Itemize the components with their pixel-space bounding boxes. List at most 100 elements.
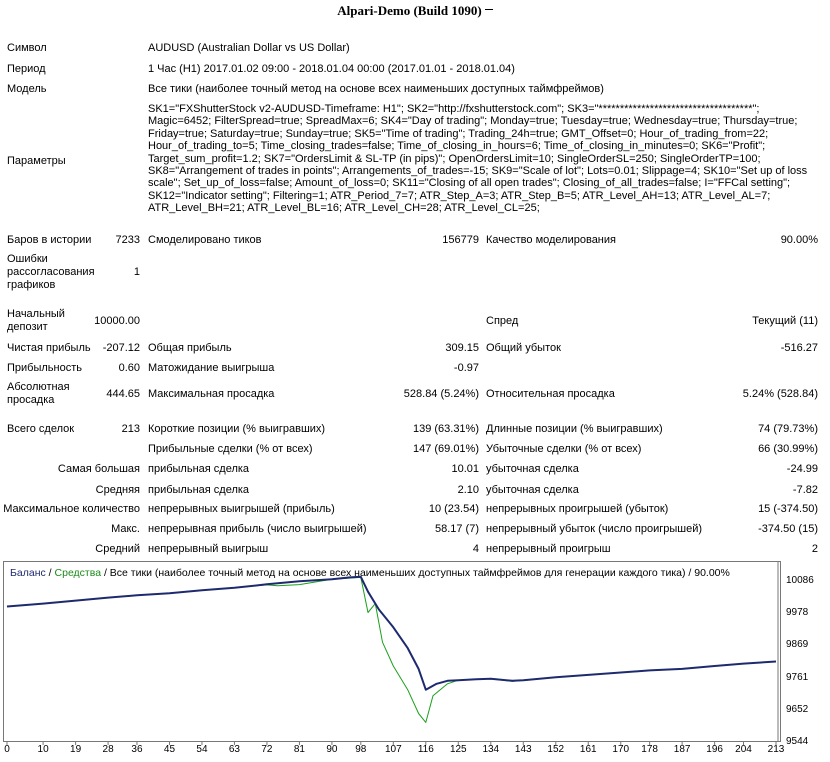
max-dd-label: Максимальная просадка — [148, 388, 275, 400]
spread-label: Спред — [486, 315, 519, 327]
params-label: Параметры — [7, 155, 66, 167]
period-value: 1 Час (H1) 2017.01.02 09:00 - 2018.01.04… — [148, 63, 515, 75]
total-trades-label: Всего сделок — [7, 423, 75, 435]
y-tick-label: 9652 — [786, 703, 809, 715]
max-consec-wins-value: 10 (23.54) — [428, 503, 479, 515]
legend-description: / Все тики (наиболее точный метод на осн… — [101, 567, 730, 579]
y-tick-label: 9978 — [786, 607, 809, 619]
legend-equity: Средства — [54, 567, 102, 579]
chart-legend: Баланс / Средства / Все тики (наиболее т… — [10, 567, 730, 579]
balance-chart-frame — [3, 561, 781, 742]
short-label: Короткие позиции (% выигравших) — [148, 423, 326, 435]
x-tick-label: 196 — [706, 744, 723, 755]
avg-consec-losses-value: 2 — [811, 543, 818, 555]
x-tick-label: 63 — [228, 744, 240, 755]
largest-label: Самая большая — [57, 463, 140, 475]
average-loss-label: убыточная сделка — [486, 484, 579, 496]
errors-value: 1 — [133, 266, 140, 278]
max-consec-loss-value: -374.50 (15) — [758, 523, 818, 535]
model-value: Все тики (наиболее точный метод на основ… — [148, 83, 604, 95]
long-label: Длинные позиции (% выигравших) — [486, 423, 663, 435]
errors-label: Ошибки рассогласования графиков — [7, 253, 95, 291]
x-tick-label: 54 — [196, 744, 208, 755]
x-tick-label: 187 — [673, 744, 691, 755]
profit-factor-label: Прибыльность — [7, 362, 82, 374]
x-tick-label: 213 — [767, 744, 785, 755]
x-tick-label: 125 — [449, 744, 467, 755]
quality-value: 90.00% — [780, 234, 818, 246]
gross-profit-label: Общая прибыль — [148, 342, 232, 354]
x-tick-label: 98 — [355, 744, 367, 755]
max-consec-losses-label: непрерывных проигрышей (убыток) — [486, 503, 669, 515]
x-tick-label: 19 — [70, 744, 82, 755]
average-loss-value: -7.82 — [792, 484, 818, 496]
expected-payoff-value: -0.97 — [453, 362, 479, 374]
avg-consec-wins-label: непрерывный выигрыш — [148, 543, 269, 555]
avg-label: Средний — [95, 543, 140, 555]
x-tick-label: 72 — [261, 744, 273, 755]
max-label: Макс. — [111, 523, 140, 535]
balance-line — [6, 575, 777, 691]
max-consec-loss-label: непрерывный убыток (число проигрышей) — [486, 523, 703, 535]
bars-value: 7233 — [115, 234, 140, 246]
quality-label: Качество моделирования — [486, 234, 616, 246]
gross-loss-value: -516.27 — [780, 342, 818, 354]
loss-trades-label: Убыточные сделки (% от всех) — [486, 443, 642, 455]
largest-profit-value: 10.01 — [451, 463, 479, 475]
y-tick-label: 10086 — [786, 575, 814, 586]
model-label: Модель — [7, 83, 47, 95]
symbol-value: AUDUSD (Australian Dollar vs US Dollar) — [148, 42, 350, 54]
max-count-label: Максимальное количество — [3, 503, 140, 515]
max-consec-profit-value: 58.17 (7) — [434, 523, 479, 535]
largest-profit-label: прибыльная сделка — [148, 463, 250, 475]
symbol-label: Символ — [7, 42, 47, 54]
gross-loss-label: Общий убыток — [486, 342, 561, 354]
profit-trades-value: 147 (69.01%) — [412, 443, 479, 455]
x-tick-label: 161 — [579, 744, 597, 755]
net-profit-label: Чистая прибыль — [7, 342, 91, 354]
equity-line — [6, 576, 777, 723]
x-tick-label: 0 — [4, 744, 10, 755]
y-tick-label: 9869 — [786, 639, 809, 651]
report-title: Alpari-Demo (Build 1090) — [0, 3, 830, 19]
profit-factor-value: 0.60 — [118, 362, 140, 374]
x-tick-label: 45 — [163, 744, 176, 755]
avg-consec-losses-label: непрерывный проигрыш — [486, 543, 611, 555]
rel-dd-label: Относительная просадка — [486, 388, 615, 400]
expected-payoff-label: Матожидание выигрыша — [148, 362, 275, 374]
y-tick-label: 9761 — [786, 671, 809, 683]
x-tick-label: 134 — [482, 744, 500, 755]
legend-balance: Баланс — [10, 567, 46, 579]
average-profit-value: 2.10 — [457, 484, 479, 496]
gross-profit-value: 309.15 — [445, 342, 479, 354]
x-tick-label: 116 — [417, 744, 434, 755]
rel-dd-value: 5.24% (528.84) — [742, 388, 818, 400]
ticks-value: 156779 — [442, 234, 479, 246]
x-tick-label: 28 — [102, 744, 114, 755]
abs-dd-value: 444.65 — [106, 388, 140, 400]
period-label: Период — [7, 63, 46, 75]
x-tick-label: 36 — [131, 744, 143, 755]
ticks-label: Смоделировано тиков — [148, 234, 262, 246]
max-consec-profit-label: непрерывная прибыль (число выигрышей) — [148, 523, 367, 535]
deposit-value: 10000.00 — [94, 315, 140, 327]
abs-dd-label: Абсолютная просадка — [7, 381, 70, 406]
x-tick-label: 143 — [514, 744, 532, 755]
short-value: 139 (63.31%) — [412, 423, 479, 435]
spread-value: Текущий (11) — [752, 315, 818, 327]
avg-consec-wins-value: 4 — [472, 543, 479, 555]
deposit-label: Начальный депозит — [7, 308, 65, 333]
params-value: SK1="FXShutterStock v2-AUDUSD-Timeframe:… — [148, 103, 808, 215]
x-tick-label: 152 — [547, 744, 565, 755]
x-tick-label: 204 — [735, 744, 752, 755]
max-consec-wins-label: непрерывных выигрышей (прибыль) — [148, 503, 335, 515]
legend-separator: / — [45, 567, 55, 579]
total-trades-value: 213 — [121, 423, 140, 435]
x-tick-label: 178 — [641, 744, 658, 755]
net-profit-value: -207.12 — [102, 342, 140, 354]
largest-loss-value: -24.99 — [786, 463, 818, 475]
largest-loss-label: убыточная сделка — [486, 463, 579, 475]
x-tick-label: 90 — [326, 744, 338, 755]
long-value: 74 (79.73%) — [758, 423, 818, 435]
